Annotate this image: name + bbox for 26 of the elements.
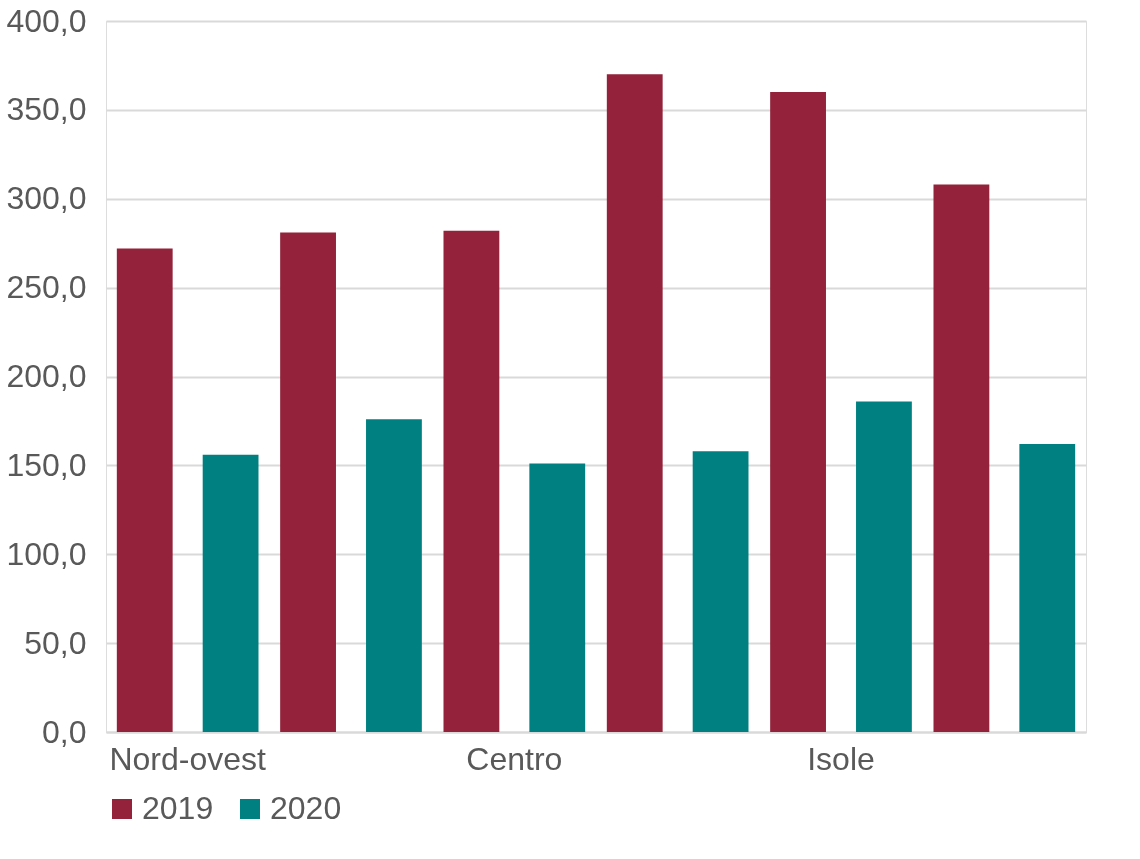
bar	[770, 92, 826, 732]
x-tick-label: Isole	[807, 740, 875, 777]
legend-label: 2019	[142, 790, 214, 826]
bar	[280, 232, 336, 732]
bar	[692, 451, 749, 732]
y-tick-label: 250,0	[6, 269, 87, 306]
bar	[202, 454, 259, 732]
y-tick-label: 200,0	[6, 358, 87, 394]
y-tick-label: 350,0	[6, 91, 87, 128]
y-tick-label: 100,0	[6, 535, 87, 572]
x-tick-label: Nord-ovest	[109, 740, 267, 777]
x-tick-label: Centro	[466, 740, 563, 777]
bar	[366, 419, 422, 732]
bar	[116, 248, 173, 732]
bar	[933, 184, 990, 732]
bar	[443, 230, 500, 732]
bar	[529, 463, 586, 732]
y-tick-label: 400,0	[6, 2, 87, 39]
bar	[856, 401, 912, 732]
y-tick-label: 0,0	[42, 713, 87, 750]
bar	[606, 74, 663, 732]
bar	[1019, 444, 1076, 732]
y-tick-label: 300,0	[6, 180, 87, 217]
legend-label: 2020	[270, 790, 342, 826]
y-tick-label: 150,0	[6, 446, 87, 483]
y-tick-label: 50,0	[24, 624, 87, 661]
